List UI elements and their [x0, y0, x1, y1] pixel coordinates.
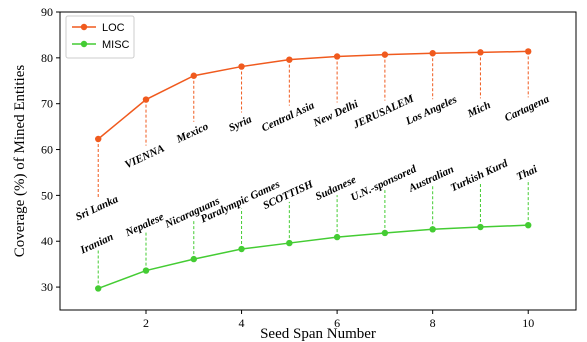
loc-data-point [286, 56, 293, 63]
misc-data-point [381, 229, 389, 237]
legend: LOC MISC [65, 15, 135, 59]
x-tick-label: 10 [522, 316, 534, 330]
misc-legend-label: MISC [102, 39, 130, 51]
loc-data-point [333, 53, 341, 60]
x-tick-label: 6 [334, 316, 340, 330]
misc-series-line [97, 224, 529, 290]
y-tick-label: 40 [41, 234, 53, 248]
y-tick-label: 50 [41, 188, 53, 202]
x-tick-label: 4 [239, 316, 245, 330]
loc-annotation-label: Mich [465, 99, 493, 120]
misc-annotation-label: Iranian [78, 231, 116, 257]
x-axis-ticks: 2 4 6 8 10 [143, 310, 534, 330]
loc-data-point [238, 63, 245, 70]
loc-data-point [190, 72, 197, 79]
loc-data-point [525, 48, 532, 55]
loc-annotation-label: VIENNA [123, 142, 166, 171]
loc-data-point [381, 51, 389, 58]
loc-annotation-label: Central Asia [260, 99, 317, 134]
misc-legend-marker [80, 40, 88, 48]
misc-data-point [429, 226, 436, 233]
y-tick-label: 90 [41, 5, 53, 19]
x-axis-label: Seed Span Number [260, 326, 376, 342]
y-axis-ticks: 30 40 50 60 70 80 90 [41, 5, 60, 294]
misc-data-point [477, 223, 484, 231]
x-tick-label: 2 [143, 316, 149, 330]
y-axis-label: Coverage (%) of Mined Entities [12, 65, 28, 258]
loc-annotation-label: Cartagena [503, 93, 552, 124]
y-tick-label: 70 [41, 97, 53, 111]
misc-data-point [286, 239, 293, 247]
loc-data-point [477, 49, 484, 56]
annotation-connectors [97, 51, 529, 289]
loc-series-line [97, 50, 529, 140]
series-layer [95, 48, 532, 292]
misc-data-point [190, 255, 197, 263]
misc-data-point [142, 267, 150, 274]
misc-annotation-label: Thai [515, 163, 540, 183]
misc-data-point [238, 245, 245, 253]
loc-data-point [142, 96, 150, 103]
misc-annotation-label: Turkish Kurd [449, 157, 510, 194]
y-tick-label: 30 [41, 280, 53, 294]
misc-data-point [95, 285, 102, 292]
loc-annotation-label: Syria [227, 113, 254, 134]
y-tick-label: 80 [41, 51, 53, 65]
plot-frame [59, 11, 577, 311]
misc-annotation-label: Nepalese [123, 211, 166, 240]
y-tick-label: 60 [41, 143, 53, 157]
loc-annotation-label: Mexico [174, 120, 211, 146]
misc-data-point [333, 233, 341, 241]
loc-data-point [95, 135, 102, 143]
x-tick-label: 8 [430, 316, 436, 330]
loc-annotation-label: Sri Lanka [74, 193, 121, 223]
misc-data-point [525, 221, 532, 229]
loc-legend-marker [80, 23, 88, 31]
loc-data-point [429, 50, 436, 57]
loc-annotation-label: JERUSALEM [351, 92, 417, 131]
loc-legend-label: LOC [102, 22, 125, 34]
